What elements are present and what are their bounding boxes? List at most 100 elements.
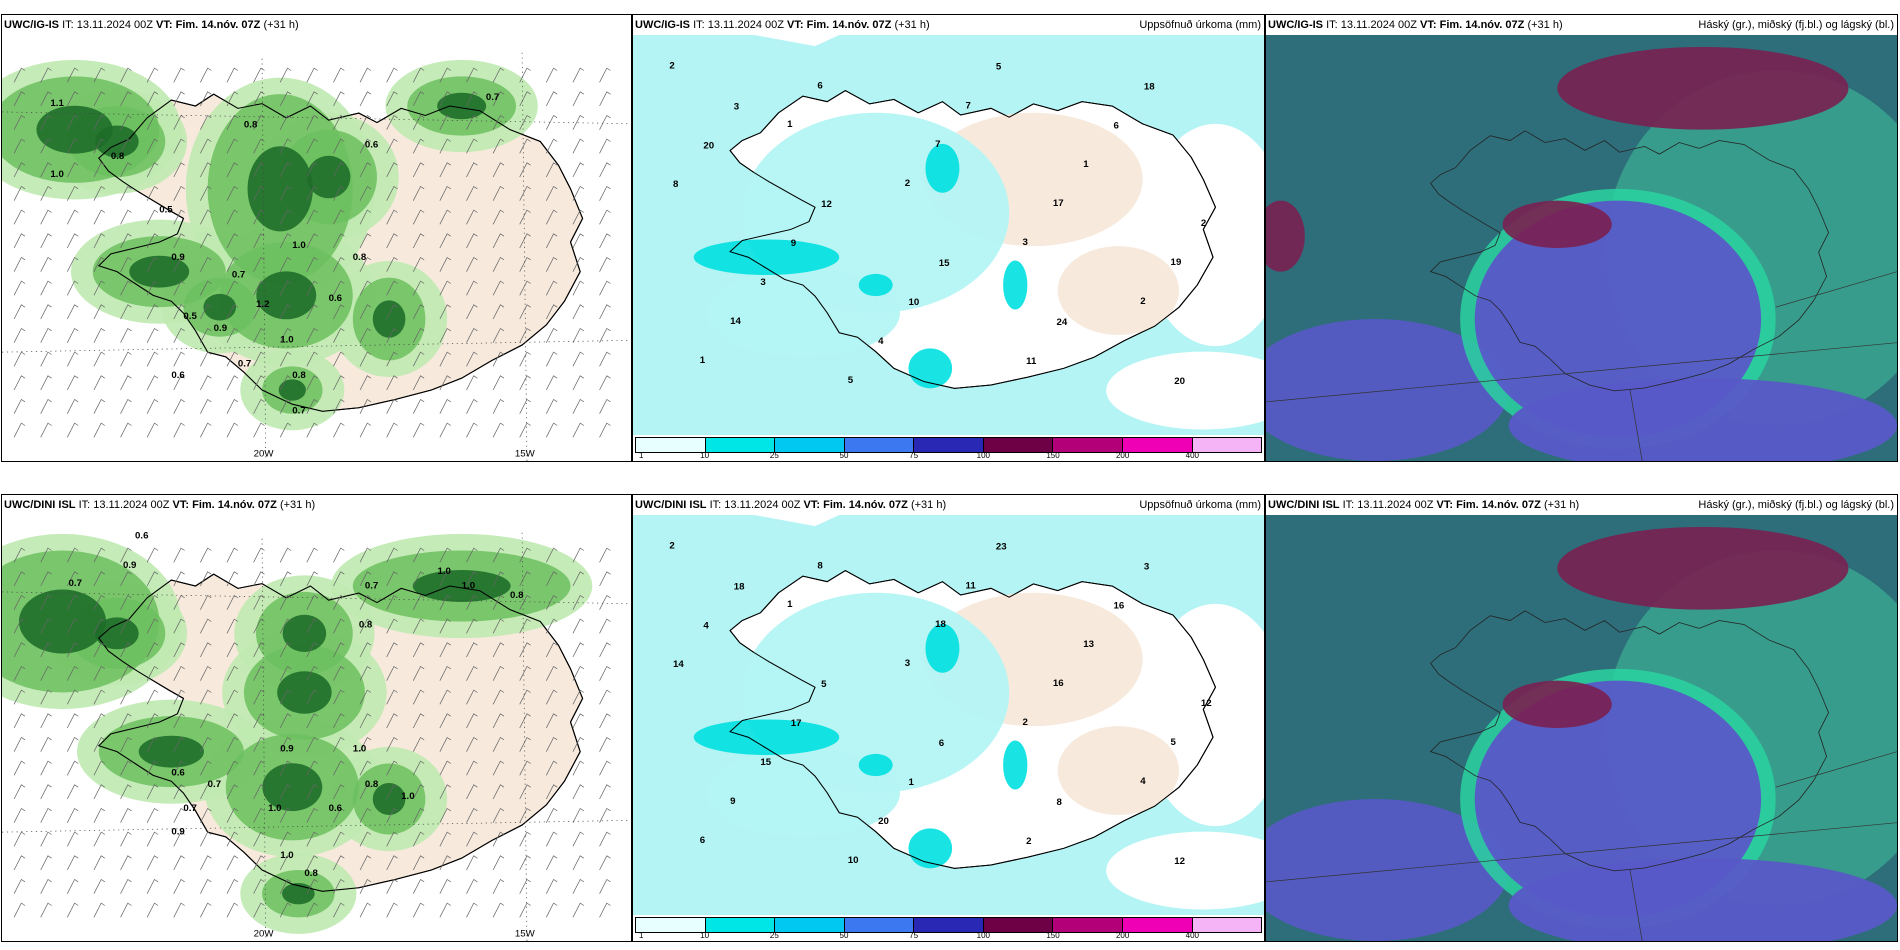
init-time: IT: 13.11.2024 00Z — [62, 19, 153, 31]
precip-light-shade — [705, 268, 900, 358]
precip-value-label: 0.5 — [183, 311, 197, 322]
precip-total-label: 10 — [848, 855, 859, 865]
lead-time: (+31 h) — [263, 19, 299, 31]
colorbar-tick-label: 10 — [700, 451, 710, 460]
clouds-title: Háský (gr.), miðský (fj.bl.) og lágský (… — [1698, 499, 1894, 511]
panel-wind-row2: UWC/DINI ISL IT: 13.11.2024 00Z VT: Fim.… — [1, 494, 632, 942]
precip-total-label: 8 — [1056, 797, 1061, 807]
land-dry-area — [1057, 726, 1180, 815]
precip-total-label: 14 — [673, 660, 685, 670]
model-name: UWC/DINI ISL — [1268, 499, 1340, 511]
colorbar-swatch — [636, 438, 706, 452]
high-cloud-shade — [1474, 680, 1762, 918]
precip-total-label: 2 — [1026, 836, 1031, 846]
map-canvas — [1266, 515, 1897, 941]
precip-total-label: 18 — [935, 620, 946, 630]
precip-value-label: 0.7 — [486, 92, 499, 103]
precip-dark-shade — [277, 671, 332, 714]
map-canvas — [1266, 35, 1897, 461]
precip-dark-shade — [247, 146, 313, 232]
graticule — [2, 52, 631, 461]
high-cloud-shade — [1508, 378, 1897, 461]
model-name: UWC/DINI ISL — [4, 499, 76, 511]
valid-time-label: VT: — [803, 499, 821, 511]
valid-time: Fim. 14.nóv. 07Z — [823, 499, 908, 511]
precip-value-label: 0.8 — [353, 252, 367, 263]
colorbar-tick-label: 100 — [976, 451, 991, 460]
precip-value-label: 1.0 — [50, 169, 63, 180]
wind-map: 20W 15W 1.1 0.8 0.6 0.5 0.9 0.7 1.0 0.8 0.6 1.2 0.9 1… — [2, 35, 631, 461]
colorbar-tick-label: 100 — [976, 931, 991, 940]
precip-total-label: 5 — [1171, 737, 1176, 747]
panel-header: UWC/IG-IS IT: 13.11.2024 00Z VT: Fim. 14… — [2, 15, 631, 35]
precip-value-label: 1.0 — [437, 566, 450, 577]
precip-total-label: 4 — [1140, 776, 1146, 786]
precip-value-label: 0.5 — [159, 205, 173, 216]
valid-time-label: VT: — [1420, 19, 1437, 31]
colorbar-swatch — [1122, 918, 1193, 932]
precip-mid-shade — [693, 239, 840, 275]
precip-total-label: 16 — [1114, 601, 1125, 611]
coastline-outline — [1429, 130, 1829, 392]
graticule — [2, 532, 631, 941]
high-cloud-shade — [1266, 319, 1509, 461]
precip-total-label: 7 — [965, 101, 970, 111]
valid-time: Fim. 14.nóv. 07Z — [1456, 499, 1541, 511]
precip-light-shade — [705, 748, 900, 838]
precip-total-label: 15 — [939, 258, 950, 268]
no-precip-area — [1106, 831, 1264, 910]
precip-total-label: 11 — [965, 581, 975, 591]
precip-dark-shade — [282, 614, 327, 652]
colorbar-swatch — [1192, 918, 1262, 932]
precip-value-label: 1.0 — [268, 803, 281, 814]
no-precip-area — [633, 35, 840, 47]
panel-clouds-row2: UWC/DINI ISL IT: 13.11.2024 00Z VT: Fim.… — [1265, 494, 1898, 942]
precip-value-label: 0.7 — [69, 578, 82, 589]
colorbar-tick-label: 400 — [1185, 931, 1200, 940]
lead-time: (+31 h) — [1527, 19, 1563, 31]
precip-value-label: 1.0 — [292, 240, 305, 251]
precip-mid-shade — [1003, 260, 1028, 310]
precip-total-label: 12 — [1174, 856, 1185, 866]
graticule — [1266, 751, 1897, 941]
precip-value-label: 0.6 — [365, 140, 378, 151]
precip-total-label: 15 — [760, 757, 771, 767]
precip-total-label: 4 — [878, 336, 884, 346]
precip-value-label: 0.6 — [329, 803, 342, 814]
colorbar-tick-label: 75 — [909, 931, 919, 940]
precip-total-label: 16 — [1053, 678, 1064, 688]
precip-total-label: 9 — [730, 796, 735, 806]
colorbar-ticks: 1 10 25 50 75 100 150 200 400 — [635, 451, 1262, 461]
precip-total-label: 12 — [1201, 698, 1212, 708]
precip-total-label: 1 — [908, 777, 913, 787]
precip-mid-shade — [693, 719, 840, 755]
precip-total-label: 6 — [1114, 121, 1119, 131]
init-time: IT: 13.11.2024 00Z — [1326, 19, 1417, 31]
cloud-map — [1266, 515, 1897, 941]
high-cloud-dense-shade — [1557, 526, 1849, 610]
precip-total-label: 13 — [1083, 640, 1094, 650]
panel-precip-row2: UWC/DINI ISL IT: 13.11.2024 00Z VT: Fim.… — [632, 494, 1265, 942]
precip-value-label: 0.8 — [510, 590, 524, 601]
colorbar-swatches — [635, 437, 1262, 453]
precip-value-label: 0.8 — [365, 779, 379, 790]
precip-dark-shade — [412, 570, 511, 602]
precip-total-label: 20 — [1174, 376, 1185, 386]
precip-dark-shade — [138, 735, 205, 768]
panel-header: UWC/DINI ISL IT: 13.11.2024 00Z VT: Fim.… — [633, 495, 1264, 515]
precip-total-label: 9 — [791, 238, 796, 248]
coastline-outline — [1429, 610, 1829, 872]
panel-wind-row1: UWC/IG-IS IT: 13.11.2024 00Z VT: Fim. 14… — [1, 14, 632, 462]
model-name: UWC/IG-IS — [4, 19, 59, 31]
precip-total-label: 23 — [996, 542, 1007, 552]
precip-total-label: 14 — [730, 316, 742, 326]
precip-dark-shade — [18, 589, 107, 654]
precip-total-label: 5 — [821, 680, 826, 690]
coastline-outline — [97, 573, 584, 892]
precip-value-label: 0.8 — [111, 151, 125, 162]
precip-value-label: 0.9 — [123, 560, 136, 571]
precip-dark-shade — [95, 125, 139, 158]
valid-time: Fim. 14.nóv. 07Z — [192, 499, 277, 511]
precip-value-label: 1.0 — [280, 335, 293, 346]
precip-total-label: 4 — [703, 621, 709, 631]
